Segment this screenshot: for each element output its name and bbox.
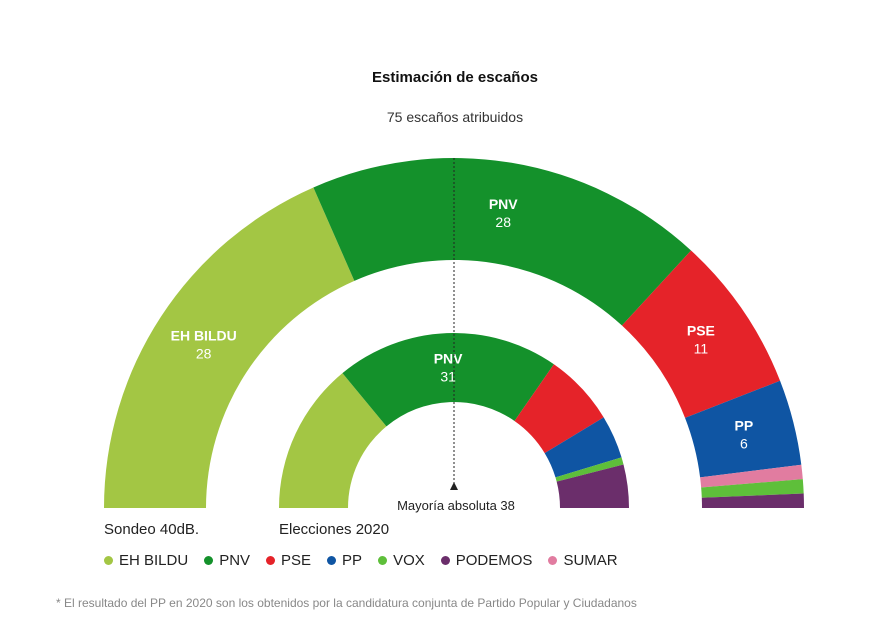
segment-seat-value-pse: 11 xyxy=(694,340,709,356)
legend-item-pnv: PNV xyxy=(204,552,250,569)
seat-segment-sondeo-pse xyxy=(621,250,781,418)
segment-party-label-pnv: PNV xyxy=(489,196,518,212)
segment-seat-value-pnv: 28 xyxy=(495,214,511,230)
legend-item-pse: PSE xyxy=(266,552,311,569)
chart-subtitle: 75 escaños atribuidos xyxy=(387,109,523,125)
legend-dot-icon xyxy=(440,556,450,565)
legend-item-podemos: PODEMOS xyxy=(440,552,533,569)
segment-party-label-eh-bildu: EH BILDU xyxy=(171,327,237,343)
legend-label: VOX xyxy=(393,552,425,569)
segment-seat-value-pnv: 31 xyxy=(440,369,456,385)
seat-segment-elecciones-pse xyxy=(514,364,604,454)
footnote: * El resultado del PP en 2020 son los ob… xyxy=(56,596,637,610)
series-label-sondeo: Sondeo 40dB. xyxy=(104,521,199,538)
seat-segment-sondeo-pp xyxy=(685,380,802,478)
seat-segment-elecciones-podemos xyxy=(556,464,629,508)
legend-item-pp: PP xyxy=(327,552,362,569)
seat-segment-sondeo-vox xyxy=(701,479,804,498)
seat-segments xyxy=(104,158,804,508)
segment-party-label-pse: PSE xyxy=(687,322,715,338)
legend-label: PODEMOS xyxy=(455,552,533,569)
legend-dot-icon xyxy=(204,556,214,565)
seat-segment-elecciones-pp xyxy=(544,417,622,478)
legend-dot-icon xyxy=(548,556,558,565)
seat-segment-elecciones-pnv xyxy=(342,333,554,427)
legend-label: EH BILDU xyxy=(119,552,189,569)
majority-arrow-icon xyxy=(450,482,458,490)
legend-dot-icon xyxy=(266,556,276,565)
segment-party-label-pnv: PNV xyxy=(434,351,463,367)
legend-label: PNV xyxy=(219,552,251,569)
legend-dot-icon xyxy=(378,556,388,565)
seat-segment-sondeo-eh-bildu xyxy=(104,187,355,508)
segment-labels: EH BILDU 28 PNV 28 PSE 11 PP 6 PNV 31 xyxy=(171,196,754,452)
legend-dot-icon xyxy=(327,556,337,565)
seat-segment-sondeo-sumar xyxy=(700,464,803,488)
legend-item-vox: VOX xyxy=(378,552,425,569)
legend-label: PP xyxy=(342,552,363,569)
legend-dot-icon xyxy=(104,556,113,565)
legend-item-eh-bildu: EH BILDU xyxy=(104,552,188,569)
parliament-chart: Estimación de escaños 75 escaños atribui… xyxy=(104,69,804,538)
seat-segment-elecciones-vox xyxy=(555,457,624,482)
seat-segment-sondeo-pnv xyxy=(313,158,692,326)
legend-label: SUMAR xyxy=(563,552,618,569)
chart-title: Estimación de escaños xyxy=(372,69,538,86)
legend-item-sumar: SUMAR xyxy=(548,552,618,569)
segment-party-label-pp: PP xyxy=(735,418,754,434)
series-label-elecciones: Elecciones 2020 xyxy=(279,521,389,538)
seat-segment-sondeo-podemos xyxy=(701,493,804,508)
legend-label: PSE xyxy=(281,552,312,569)
legend: EH BILDU PNV PSE PP VOX PODEMOS SUMAR xyxy=(104,552,618,569)
segment-seat-value-eh-bildu: 28 xyxy=(196,345,212,361)
segment-seat-value-pp: 6 xyxy=(740,436,748,452)
majority-label: Mayoría absoluta 38 xyxy=(397,498,515,513)
seat-segment-elecciones-eh-bildu xyxy=(279,373,387,508)
